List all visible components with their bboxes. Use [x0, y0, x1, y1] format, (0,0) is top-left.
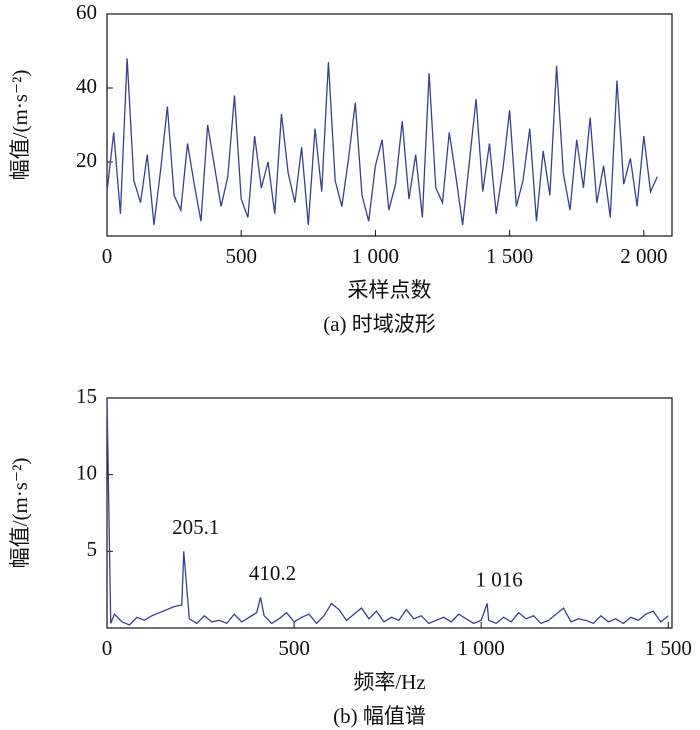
plot-frame: [106, 397, 673, 629]
plot-frame: [106, 13, 673, 237]
x-tick-label: 1 500: [486, 244, 533, 268]
data-line: [106, 397, 669, 626]
y-tick-label: 60: [76, 0, 97, 24]
x-tick-label: 2 000: [620, 244, 667, 268]
caption: (b) 幅值谱: [333, 704, 426, 728]
peak-label: 205.1: [172, 515, 219, 539]
y-axis-label: 幅值/(m·s⁻²): [8, 458, 32, 569]
y-tick-label: 40: [76, 74, 97, 98]
y-tick-label: 10: [76, 460, 97, 484]
x-tick-label: 1 000: [458, 636, 505, 660]
x-axis-label: 采样点数: [348, 278, 432, 302]
x-axis-label: 频率/Hz: [353, 670, 425, 694]
y-tick-label: 15: [76, 384, 97, 408]
data-line: [106, 58, 658, 225]
x-tick-label: 500: [225, 244, 257, 268]
peak-label: 410.2: [249, 561, 296, 585]
peak-label: 1 016: [476, 567, 523, 591]
x-tick-label: 1 500: [645, 636, 692, 660]
x-tick-label: 0: [102, 636, 113, 660]
x-tick-label: 0: [102, 244, 113, 268]
y-tick-label: 20: [76, 148, 97, 172]
y-axis-label: 幅值/(m·s⁻²): [8, 70, 32, 181]
caption: (a) 时域波形: [323, 312, 436, 336]
y-tick-label: 5: [87, 537, 98, 561]
x-tick-label: 1 000: [352, 244, 399, 268]
x-tick-label: 500: [278, 636, 310, 660]
